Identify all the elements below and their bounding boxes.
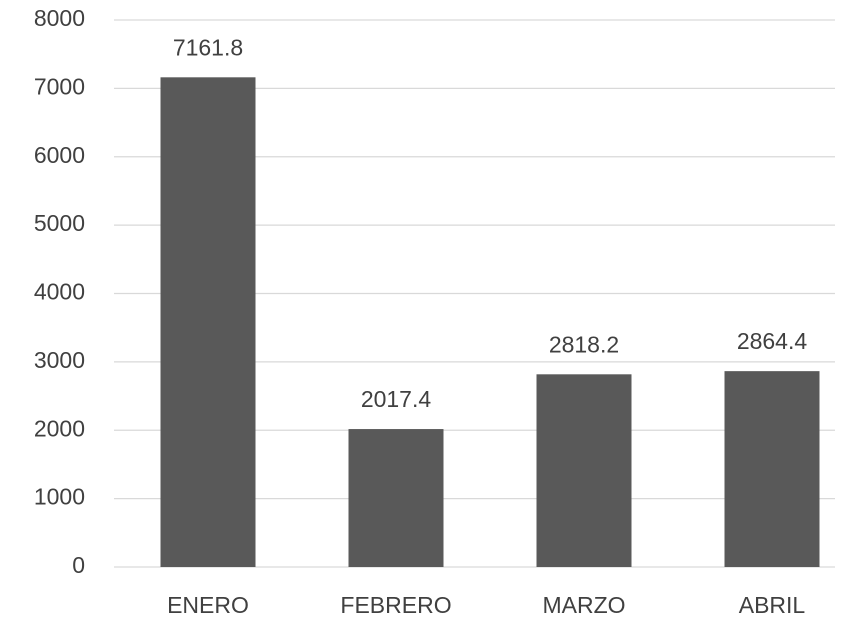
y-tick-label: 4000 bbox=[34, 279, 85, 305]
data-label: 2864.4 bbox=[737, 328, 808, 354]
x-tick-label: ABRIL bbox=[739, 592, 806, 618]
x-tick-label: ENERO bbox=[167, 592, 249, 618]
y-tick-label: 2000 bbox=[34, 415, 85, 441]
bar bbox=[724, 371, 820, 567]
y-tick-label: 1000 bbox=[34, 484, 85, 510]
bar bbox=[160, 77, 256, 568]
y-tick-label: 6000 bbox=[34, 142, 85, 168]
y-tick-label: 7000 bbox=[34, 73, 85, 99]
y-tick-label: 5000 bbox=[34, 210, 85, 236]
y-tick-label: 8000 bbox=[34, 5, 85, 31]
y-tick-label: 3000 bbox=[34, 347, 85, 373]
data-label: 2017.4 bbox=[361, 386, 432, 412]
y-tick-label: 0 bbox=[72, 552, 85, 578]
data-label: 2818.2 bbox=[549, 331, 619, 357]
data-label: 7161.8 bbox=[173, 34, 243, 60]
x-tick-label: FEBRERO bbox=[340, 592, 451, 618]
bar bbox=[536, 374, 632, 567]
x-tick-label: MARZO bbox=[542, 592, 625, 618]
bar bbox=[348, 429, 444, 567]
